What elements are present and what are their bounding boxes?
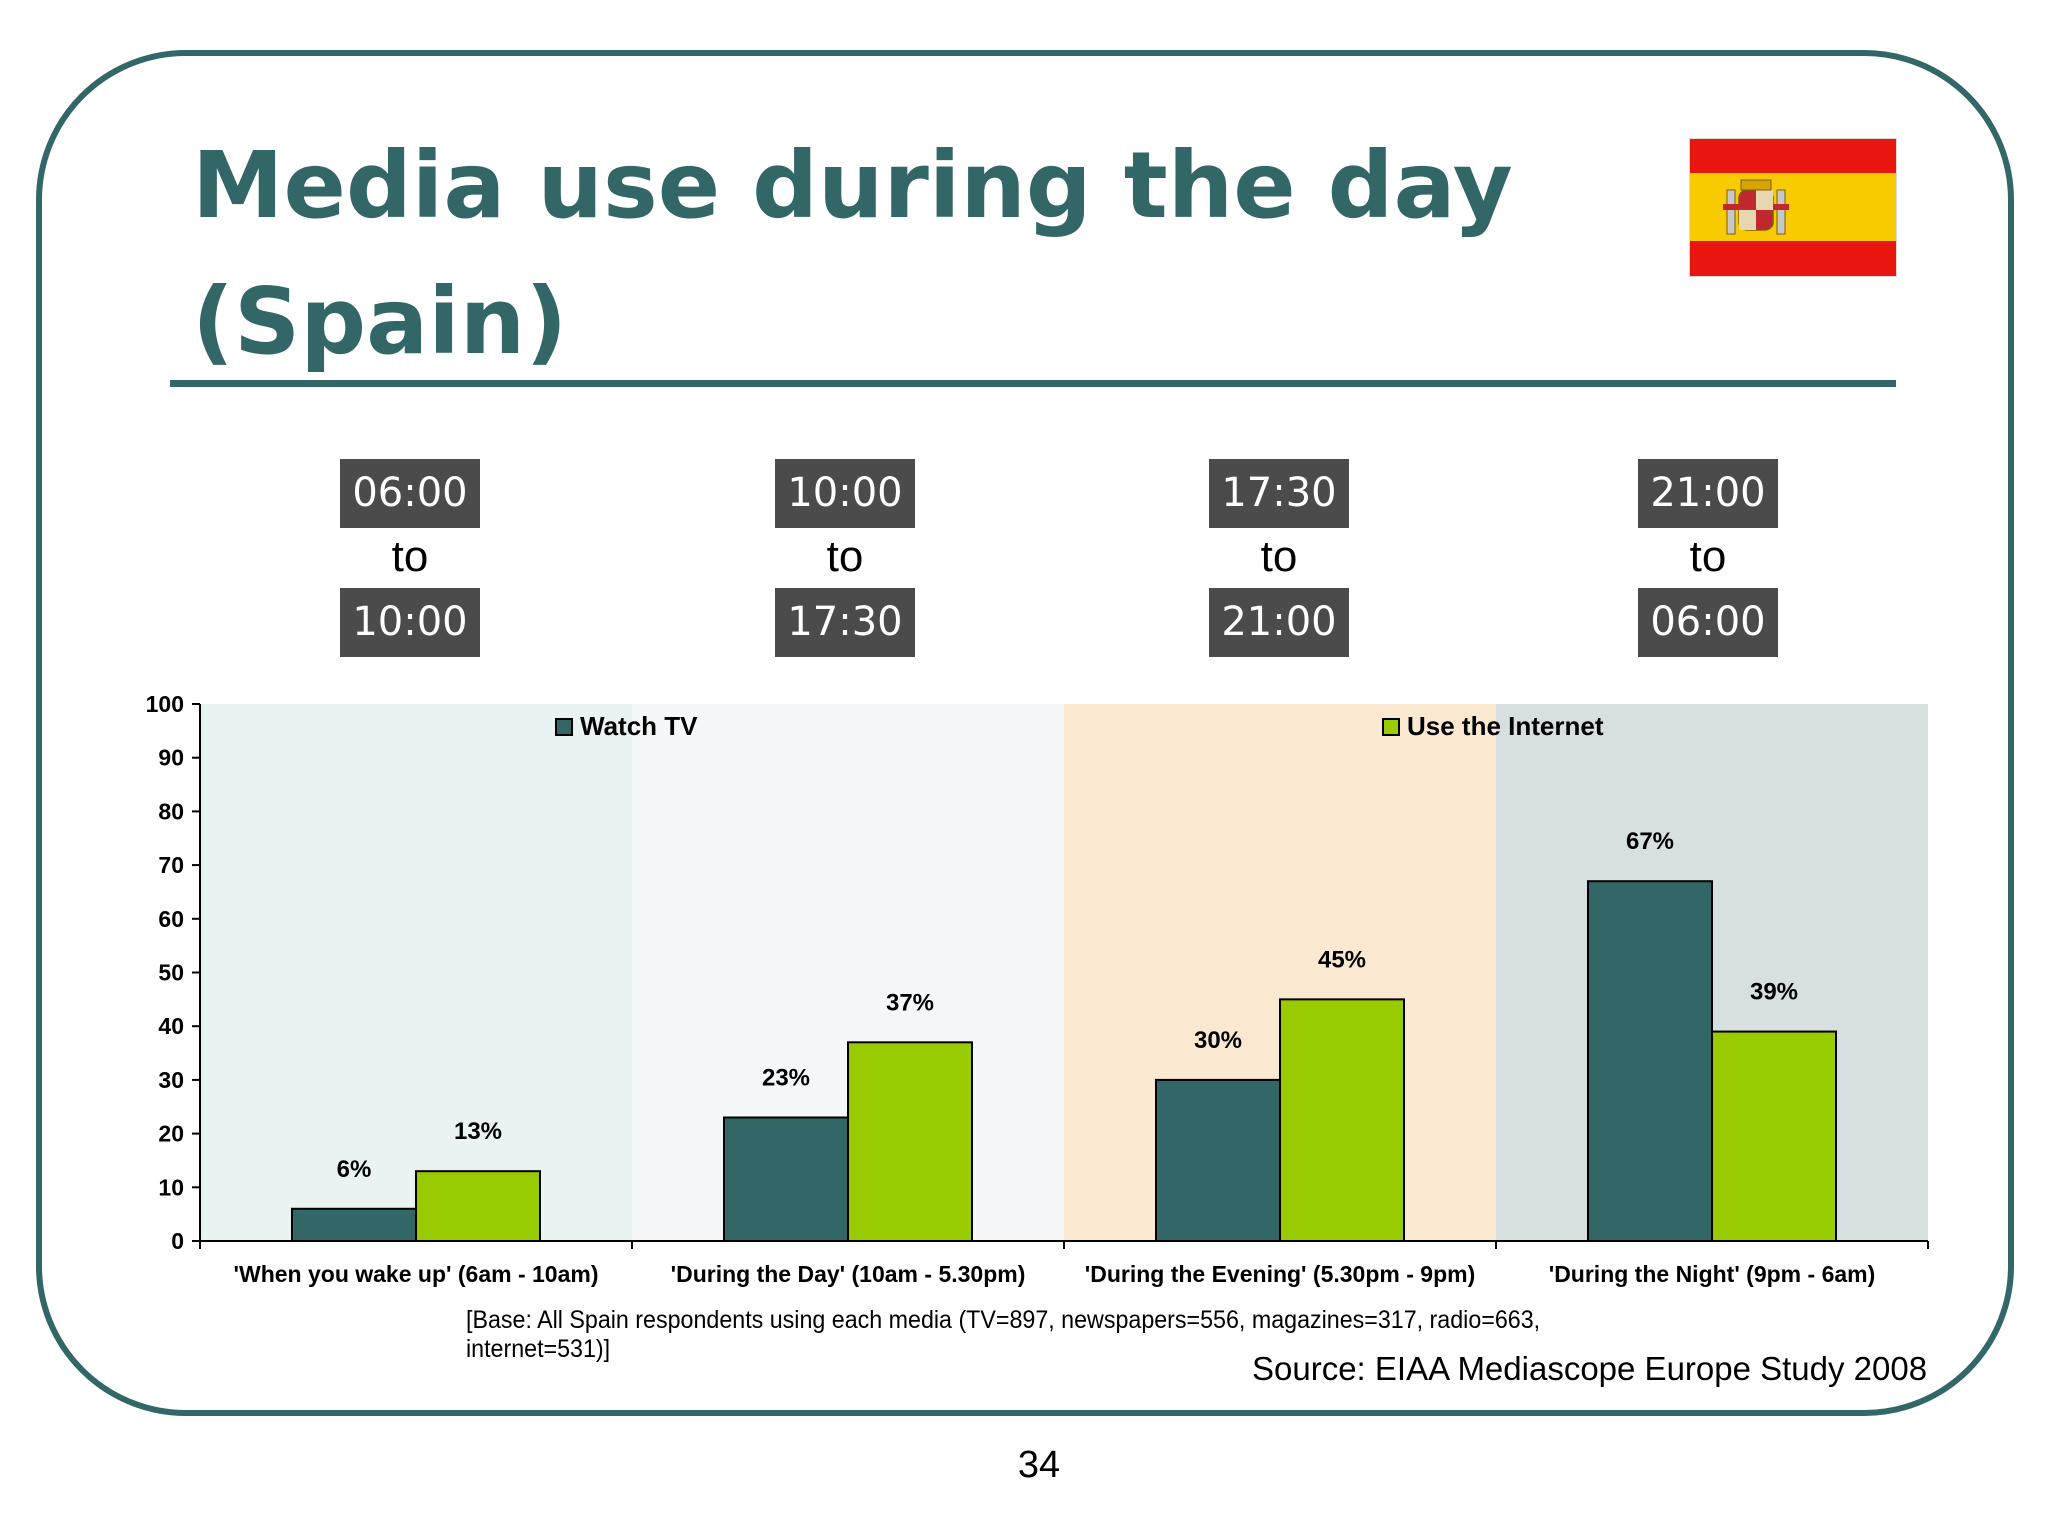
y-tick-label: 70 [158,852,184,878]
time-start: 06:00 [340,459,480,528]
time-end: 06:00 [1638,588,1778,657]
x-category-label: 'During the Night' (9pm - 6am) [1549,1261,1876,1287]
legend-swatch-watch-tv [555,718,573,736]
y-tick-label: 80 [158,798,184,824]
y-tick-label: 30 [158,1067,184,1093]
y-tick-label: 60 [158,906,184,932]
watch-tv-bar [1587,880,1713,1243]
time-range-2: 10:00 to 17:30 [775,459,915,657]
y-tick-label: 10 [158,1174,184,1200]
time-start: 17:30 [1209,459,1349,528]
spain-flag-icon [1689,138,1897,277]
time-range-3: 17:30 to 21:00 [1209,459,1349,657]
title-underline [170,380,1896,387]
data-label: 13% [454,1118,502,1145]
time-to-label: to [826,532,864,581]
data-label: 23% [762,1064,810,1091]
internet-bar [415,1170,541,1242]
data-label: 39% [1750,979,1798,1006]
time-start: 10:00 [775,459,915,528]
watch-tv-bar [291,1207,417,1243]
data-label: 30% [1194,1027,1242,1054]
data-label: 6% [337,1156,372,1183]
data-label: 45% [1318,946,1366,973]
y-tick-label: 40 [158,1013,184,1039]
time-to-label: to [1689,532,1727,581]
y-tick-label: 0 [171,1228,184,1254]
internet-bar [1279,998,1405,1242]
data-label: 37% [886,989,934,1016]
y-tick-label: 20 [158,1121,184,1147]
time-range-1: 06:00 to 10:00 [340,459,480,657]
page-number: 34 [1017,1444,1061,1486]
legend-label-watch-tv: Watch TV [580,711,698,741]
time-to-label: to [391,532,429,581]
slide-title: Media use during the day (Spain) [192,132,1513,375]
y-tick-label: 50 [158,960,184,986]
watch-tv-bar [723,1116,849,1242]
legend-label-internet: Use the Internet [1407,711,1604,741]
y-tick-label: 100 [146,691,184,717]
time-end: 21:00 [1209,588,1349,657]
x-category-label: 'During the Day' (10am - 5.30pm) [671,1261,1026,1287]
watch-tv-bar [1155,1078,1281,1243]
x-category-label: 'During the Evening' (5.30pm - 9pm) [1085,1261,1475,1287]
y-tick-label: 90 [158,745,184,771]
base-note: [Base: All Spain respondents using each … [466,1306,1541,1363]
legend-swatch-internet [1382,718,1400,736]
time-range-4: 21:00 to 06:00 [1638,459,1778,657]
internet-bar [1711,1030,1837,1242]
data-label: 67% [1626,828,1674,855]
time-start: 21:00 [1638,459,1778,528]
period-panel [200,704,632,1241]
time-end: 10:00 [340,588,480,657]
x-category-label: 'When you wake up' (6am - 10am) [234,1261,599,1287]
internet-bar [847,1041,973,1243]
time-to-label: to [1260,532,1298,581]
time-end: 17:30 [775,588,915,657]
source-credit: Source: EIAA Mediascope Europe Study 200… [1252,1350,1928,1387]
